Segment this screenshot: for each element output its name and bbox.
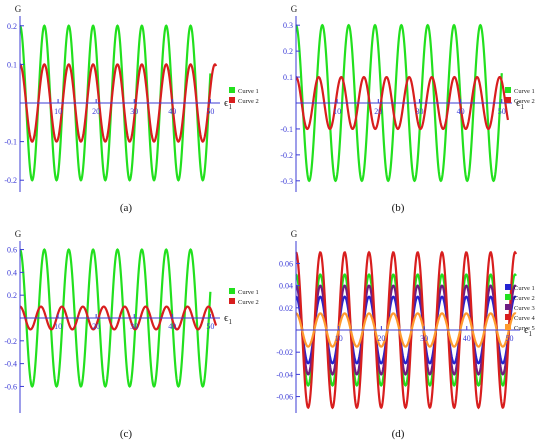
legend-label: Curve 2 [238, 98, 259, 105]
y-tick-label: 0.6 [7, 246, 17, 255]
x-tick-label: 30 [415, 107, 423, 116]
x-tick-label: 40 [168, 322, 176, 331]
legend-swatch [505, 87, 511, 93]
series-line-3 [295, 284, 517, 376]
x-tick-label: 10 [335, 334, 343, 343]
x-tick-label: 10 [54, 107, 62, 116]
x-tick-label: 40 [457, 107, 465, 116]
series-line-1 [295, 295, 517, 365]
y-tick-label: -0.06 [276, 393, 293, 402]
legend-swatch [505, 314, 511, 320]
x-tick-label: 20 [374, 107, 382, 116]
y-tick-label: -0.1 [280, 125, 293, 134]
y-tick-label: 0.02 [279, 304, 293, 313]
chart-panel-3: -0.6 -0.4 -0.2 0.2 0.4 0.6 10 20 30 40 50 Gϵ1 Curve … [4, 229, 258, 440]
y-tick-label: 0.2 [7, 291, 17, 300]
legend-swatch [229, 298, 235, 304]
legend-swatch [505, 304, 511, 310]
legend-swatch [505, 284, 511, 290]
y-tick-label: -0.2 [4, 337, 17, 346]
series-line-1 [19, 24, 212, 182]
y-tick-label: -0.2 [4, 176, 17, 185]
x-tick-label: 20 [92, 107, 100, 116]
x-tick-label: 20 [377, 334, 385, 343]
y-tick-label: 0.1 [283, 73, 293, 82]
legend-swatch [505, 324, 511, 330]
series-line-5 [295, 312, 517, 348]
y-axis-label: G [291, 4, 298, 14]
x-tick-label: 30 [130, 107, 138, 116]
legend-label: Curve 4 [514, 315, 536, 322]
x-tick-label: 10 [333, 107, 341, 116]
chart-panel-1: -0.2 -0.1 0.1 0.2 10 20 30 40 50 Gϵ1 Curve 1 Curve … [4, 4, 258, 214]
series-line-2 [295, 273, 517, 387]
x-axis-label: ϵ1 [516, 97, 524, 111]
y-tick-label: -0.4 [4, 360, 17, 369]
x-axis-label: ϵ1 [224, 97, 232, 111]
y-tick-label: -0.3 [280, 177, 293, 186]
panel-label: (b) [392, 202, 405, 214]
series-line-2 [19, 305, 218, 331]
series-line-1 [19, 248, 212, 388]
legend-swatch [505, 294, 511, 300]
legend-label: Curve 2 [238, 299, 259, 306]
y-tick-label: 0.2 [283, 47, 293, 56]
legend-label: Curve 3 [514, 305, 535, 312]
x-tick-label: 30 [130, 322, 138, 331]
y-tick-label: -0.04 [276, 370, 293, 379]
chart-panel-4: -0.06 -0.04 -0.02 0.02 0.04 0.06 10 20 30 40 50 Gϵ1… [276, 229, 535, 440]
y-tick-label: 0.3 [283, 21, 293, 30]
legend-label: Curve 1 [238, 88, 259, 95]
x-tick-label: 40 [168, 107, 176, 116]
x-tick-label: 50 [206, 322, 214, 331]
legend-label: Curve 1 [238, 289, 259, 296]
panel-label: (a) [120, 202, 133, 214]
y-tick-label: -0.6 [4, 382, 17, 391]
legend-label: Curve 2 [514, 295, 535, 302]
series-line-2 [19, 63, 218, 143]
series-line-2 [295, 75, 510, 131]
legend-label: Curve 2 [514, 98, 535, 105]
legend-swatch [229, 288, 235, 294]
legend-swatch [505, 97, 511, 103]
y-tick-label: 0.2 [7, 22, 17, 31]
legend-swatch [229, 97, 235, 103]
x-tick-label: 50 [498, 107, 506, 116]
legend-label: Curve 5 [514, 325, 535, 332]
chart-panel-2: -0.3-0.2-0.10.10.20.310 20 30 40 50Gϵ1Curve … [280, 4, 534, 214]
x-tick-label: 50 [206, 107, 214, 116]
x-axis-label: ϵ1 [224, 312, 232, 326]
y-tick-label: 0.06 [279, 259, 293, 268]
legend-swatch [229, 87, 235, 93]
y-tick-label: 0.4 [7, 268, 17, 277]
y-axis-label: G [15, 4, 22, 14]
y-axis-label: G [15, 229, 22, 239]
x-tick-label: 40 [463, 334, 471, 343]
x-tick-label: 10 [54, 322, 62, 331]
y-axis-label: G [291, 229, 298, 239]
panel-label: (d) [392, 428, 405, 440]
x-axis-label: ϵ1 [524, 324, 532, 338]
y-tick-label: -0.02 [276, 348, 293, 357]
series-line-4 [295, 250, 517, 410]
y-tick-label: -0.1 [4, 138, 17, 147]
legend-label: Curve 1 [514, 88, 535, 95]
x-tick-label: 50 [505, 334, 513, 343]
legend-label: Curve 1 [514, 285, 535, 292]
x-tick-label: 30 [420, 334, 428, 343]
y-tick-label: 0.04 [279, 282, 293, 291]
x-tick-label: 20 [92, 322, 100, 331]
y-tick-label: 0.1 [7, 60, 17, 69]
y-tick-label: -0.2 [280, 151, 293, 160]
panel-label: (c) [120, 428, 133, 440]
